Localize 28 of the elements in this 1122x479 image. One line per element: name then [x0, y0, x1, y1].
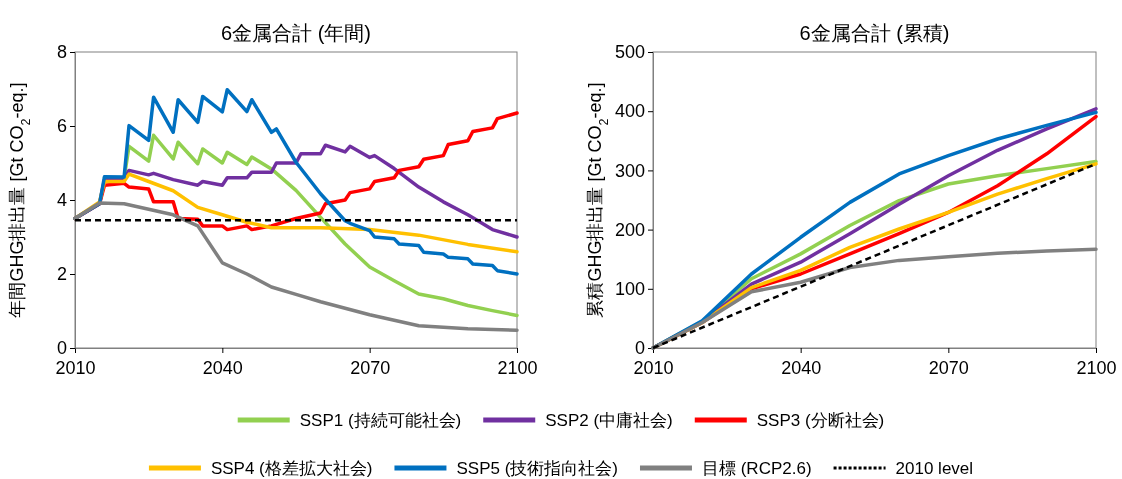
x-tick-label: 2040	[202, 358, 243, 378]
x-tick-label: 2070	[350, 358, 391, 378]
legend-label: SSP5 (技術指向社会)	[456, 459, 618, 478]
y-tick-label: 8	[56, 42, 67, 63]
y-tick-label: 2	[56, 264, 67, 285]
chart-title: 6金属合計 (累積)	[799, 22, 950, 44]
y-tick-label: 400	[614, 101, 645, 122]
legend-label: SSP3 (分断社会)	[756, 411, 885, 430]
x-tick-label: 2010	[633, 358, 674, 378]
legend-label: SSP1 (持続可能社会)	[299, 411, 462, 430]
chart-title: 6金属合計 (年間)	[221, 22, 371, 44]
y-tick-label: 100	[614, 279, 645, 300]
x-tick-label: 2040	[781, 358, 822, 378]
x-tick-label: 2010	[55, 358, 96, 378]
legend-label: 目標 (RCP2.6)	[701, 459, 812, 478]
y-tick-label: 0	[634, 338, 645, 359]
legend-label: SSP4 (格差拡大社会)	[210, 459, 373, 478]
x-tick-label: 2100	[497, 358, 538, 378]
x-tick-label: 2100	[1076, 358, 1117, 378]
y-tick-label: 300	[614, 160, 645, 181]
y-tick-label: 200	[614, 219, 645, 240]
y-tick-label: 0	[56, 338, 67, 359]
y-tick-label: 6	[56, 116, 67, 137]
x-tick-label: 2070	[928, 358, 969, 378]
y-tick-label: 4	[56, 190, 67, 211]
y-tick-label: 500	[614, 42, 645, 63]
legend-label: SSP2 (中庸社会)	[545, 411, 673, 430]
legend-label: 2010 level	[895, 459, 974, 478]
